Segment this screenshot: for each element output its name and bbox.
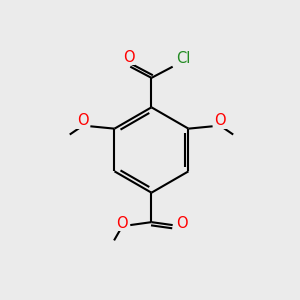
Text: O: O (116, 215, 128, 230)
Text: O: O (214, 113, 226, 128)
Text: O: O (176, 216, 187, 231)
Text: O: O (123, 50, 135, 65)
Text: Cl: Cl (176, 51, 190, 66)
Text: O: O (77, 113, 88, 128)
